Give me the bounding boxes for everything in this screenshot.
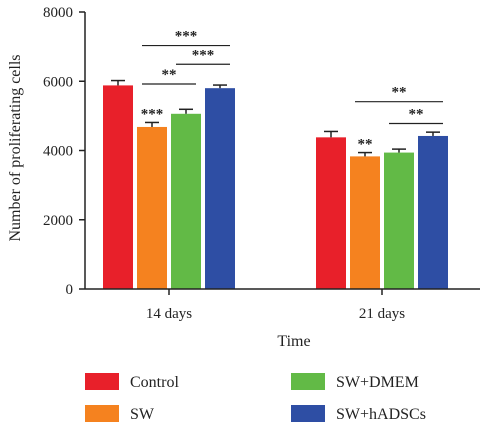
bar (384, 152, 414, 289)
bar (316, 137, 346, 289)
bar (103, 85, 133, 289)
legend-swatch (85, 373, 119, 390)
legend-label: Control (130, 374, 179, 391)
significance-layer: ***************** (141, 29, 443, 153)
legend-swatch (291, 405, 325, 422)
significance-marker: *** (141, 106, 164, 122)
x-tick-label: 21 days (359, 306, 405, 322)
legend-swatch (291, 373, 325, 390)
legend-label: SW+hADSCs (336, 406, 426, 423)
y-tick-label: 0 (66, 282, 74, 298)
y-axis-label: Number of proliferating cells (7, 54, 24, 241)
legend: Control SW+DMEM SW SW+hADSCs (85, 373, 426, 423)
significance-label: ** (162, 67, 177, 83)
bar (350, 156, 380, 289)
legend-label: SW (130, 406, 155, 423)
significance-marker: ** (358, 137, 373, 153)
y-tick-label: 8000 (43, 5, 73, 21)
significance-label: *** (175, 29, 198, 45)
y-tick-label: 6000 (43, 74, 73, 90)
y-tick-label: 4000 (43, 144, 73, 160)
legend-label: SW+DMEM (336, 374, 419, 391)
bar (137, 126, 167, 289)
bar (418, 135, 448, 289)
x-tick-label: 14 days (146, 306, 192, 322)
bars-layer (103, 79, 448, 289)
significance-label: *** (192, 47, 215, 63)
y-tick-label: 2000 (43, 213, 73, 229)
legend-swatch (85, 405, 119, 422)
bar (171, 113, 201, 289)
x-axis-label: Time (277, 333, 310, 350)
axes: 0 2000 4000 6000 8000 14 days 21 days (43, 5, 480, 322)
bar (205, 88, 235, 289)
significance-label: ** (409, 106, 424, 122)
significance-label: ** (392, 85, 407, 101)
